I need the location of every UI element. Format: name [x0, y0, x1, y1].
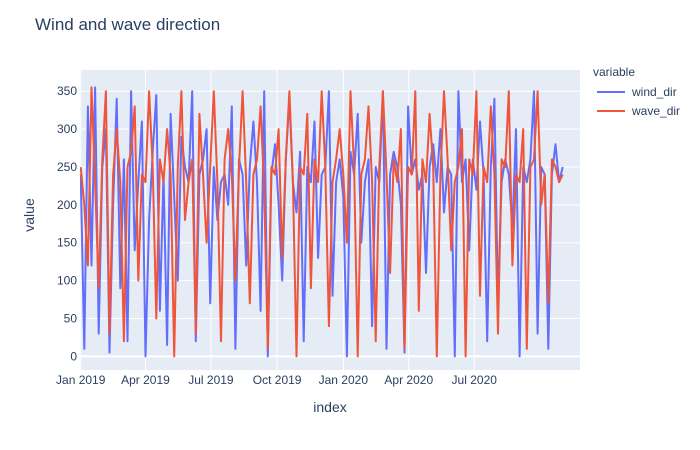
- series-line-wind_dir: [80, 86, 564, 358]
- y-tick-label: 200: [57, 198, 77, 212]
- y-tick-label: 300: [57, 122, 77, 136]
- x-tick-label: Jul 2019: [188, 373, 234, 387]
- x-tick-label: Oct 2019: [253, 373, 302, 387]
- y-axis-title: value: [21, 198, 37, 232]
- x-tick-label: Jul 2020: [452, 373, 498, 387]
- series-layer: [80, 86, 564, 358]
- y-tick-label: 50: [64, 311, 78, 325]
- x-tick-label: Jan 2020: [319, 373, 369, 387]
- y-tick-label: 100: [57, 274, 77, 288]
- y-axis-ticks: 0 50 100 150 200 250 300 350: [57, 84, 77, 363]
- legend-item-wave_dir: wave_dir: [631, 104, 680, 118]
- legend-title: variable: [593, 65, 635, 79]
- x-tick-label: Apr 2020: [384, 373, 433, 387]
- x-tick-label: Jan 2019: [56, 373, 106, 387]
- x-axis-ticks: Jan 2019 Apr 2019 Jul 2019 Oct 2019 Jan 2020…: [56, 373, 497, 387]
- x-axis-title: index: [313, 399, 346, 415]
- y-tick-label: 250: [57, 160, 77, 174]
- x-tick-label: Apr 2019: [121, 373, 170, 387]
- y-tick-label: 350: [57, 84, 77, 98]
- legend: variable wind_dir wave_dir: [593, 65, 680, 118]
- chart-title: Wind and wave direction: [35, 15, 220, 34]
- y-tick-label: 150: [57, 236, 77, 250]
- series-line-wave_dir: [80, 86, 564, 358]
- y-tick-label: 0: [70, 349, 77, 363]
- legend-item-wind_dir: wind_dir: [631, 85, 677, 99]
